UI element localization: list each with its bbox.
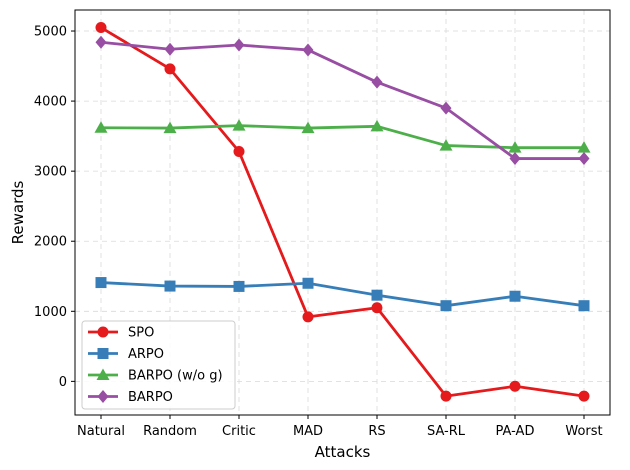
data-point-spo: [233, 146, 245, 158]
y-axis-title: Rewards: [9, 180, 27, 244]
y-tick-label: 3000: [34, 165, 67, 180]
series-arpo: [95, 277, 590, 312]
data-point-arpo: [302, 277, 314, 289]
x-tick-label: Natural: [77, 424, 125, 439]
data-point-barpo: [440, 101, 452, 115]
legend-label-spo: SPO: [128, 326, 154, 341]
data-point-barpo: [164, 42, 176, 56]
series-line-arpo: [100, 281, 585, 308]
data-point-spo: [164, 63, 176, 75]
x-tick-label: Worst: [565, 424, 602, 439]
x-tick-label: Random: [143, 424, 197, 439]
data-point-barpo-w-o-g: [232, 119, 246, 131]
data-point-arpo: [95, 277, 107, 289]
data-point-spo: [578, 390, 590, 402]
series-barpo-w-o-g: [94, 119, 591, 153]
data-point-arpo: [578, 300, 590, 312]
legend-label-barpo-w-o-g: BARPO (w/o g): [128, 369, 223, 384]
legend-marker-arpo: [97, 348, 109, 359]
data-point-barpo: [578, 152, 590, 166]
data-point-spo: [371, 302, 383, 314]
x-tick-label: RS: [368, 424, 385, 439]
data-point-barpo-w-o-g: [370, 119, 384, 132]
legend-marker-spo: [97, 326, 109, 338]
series-line-barpo-w-o-g: [100, 124, 584, 150]
data-point-spo: [509, 380, 521, 392]
x-tick-label: PA-AD: [496, 424, 535, 439]
data-point-barpo-w-o-g: [577, 141, 591, 153]
axis-ticks: 0 1000 2000 3000 4000 5000 Natural Random Critic…: [34, 25, 603, 439]
x-tick-label: MAD: [293, 424, 323, 439]
plot-area-frame: [74, 9, 611, 416]
x-tick-label: SA-RL: [427, 424, 466, 439]
data-point-barpo: [509, 152, 521, 166]
x-axis-title: Attacks: [315, 443, 371, 461]
series-layer: [94, 22, 591, 402]
data-point-spo: [440, 390, 452, 402]
data-point-arpo: [233, 280, 245, 292]
data-point-barpo: [95, 35, 107, 49]
data-point-barpo-w-o-g: [301, 121, 315, 134]
data-point-barpo: [371, 75, 383, 89]
y-tick-label: 4000: [34, 95, 67, 110]
data-point-arpo: [509, 290, 521, 302]
data-point-barpo-w-o-g: [163, 121, 177, 134]
data-point-arpo: [440, 300, 452, 312]
y-tick-label: 0: [59, 375, 67, 390]
data-point-arpo: [164, 280, 176, 292]
y-tick-label: 1000: [34, 305, 67, 320]
y-tick-label: 2000: [34, 235, 67, 250]
legend-label-barpo: BARPO: [128, 390, 173, 405]
data-point-barpo: [302, 43, 314, 57]
legend-box: [81, 320, 236, 410]
data-point-barpo-w-o-g: [508, 141, 522, 153]
x-tick-label: Critic: [222, 424, 256, 439]
legend-label-arpo: ARPO: [128, 347, 164, 362]
legend-marker-barpo: [97, 390, 109, 403]
series-spo: [95, 22, 590, 402]
data-point-barpo-w-o-g: [439, 139, 453, 151]
y-tick-label: 5000: [34, 25, 67, 40]
series-line-barpo: [100, 40, 584, 160]
data-point-barpo: [233, 38, 245, 52]
series-line-spo: [100, 26, 585, 398]
data-point-spo: [302, 311, 314, 323]
data-point-barpo-w-o-g: [94, 121, 108, 133]
data-point-spo: [95, 22, 107, 34]
legend-marker-barpo-w-o-g: [96, 368, 110, 380]
data-point-arpo: [371, 289, 383, 301]
series-barpo: [95, 35, 590, 166]
legend: SPO ARPO BARPO (w/o g) BARPO: [81, 320, 236, 410]
grid: [75, 10, 610, 415]
